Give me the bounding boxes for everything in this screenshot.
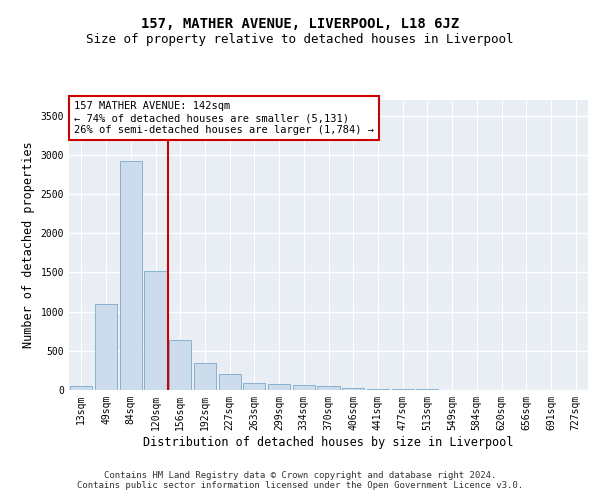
Text: 157, MATHER AVENUE, LIVERPOOL, L18 6JZ: 157, MATHER AVENUE, LIVERPOOL, L18 6JZ	[141, 18, 459, 32]
Bar	[342, 388, 364, 390]
Text: 157 MATHER AVENUE: 142sqm
← 74% of detached houses are smaller (5,131)
26% of se: 157 MATHER AVENUE: 142sqm ← 74% of detac…	[74, 102, 374, 134]
Bar	[243, 382, 265, 390]
Bar	[169, 340, 191, 390]
Bar	[392, 389, 414, 390]
Bar	[293, 386, 315, 390]
Bar	[194, 364, 216, 390]
Text: Contains HM Land Registry data © Crown copyright and database right 2024.
Contai: Contains HM Land Registry data © Crown c…	[77, 470, 523, 490]
X-axis label: Distribution of detached houses by size in Liverpool: Distribution of detached houses by size …	[143, 436, 514, 448]
Bar	[367, 388, 389, 390]
Bar	[70, 386, 92, 390]
Bar	[268, 384, 290, 390]
Bar	[218, 374, 241, 390]
Bar	[145, 271, 167, 390]
Bar	[119, 161, 142, 390]
Bar	[317, 386, 340, 390]
Y-axis label: Number of detached properties: Number of detached properties	[22, 142, 35, 348]
Bar	[95, 304, 117, 390]
Text: Size of property relative to detached houses in Liverpool: Size of property relative to detached ho…	[86, 32, 514, 46]
